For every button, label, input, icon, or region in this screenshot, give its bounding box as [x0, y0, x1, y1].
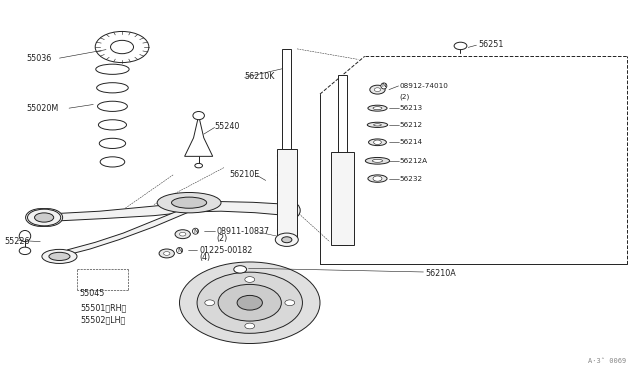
- Circle shape: [285, 300, 294, 305]
- Text: 55020M: 55020M: [26, 104, 58, 113]
- Polygon shape: [184, 116, 212, 156]
- Ellipse shape: [365, 157, 390, 164]
- Circle shape: [26, 209, 56, 227]
- Circle shape: [374, 140, 381, 144]
- Text: 56210K: 56210K: [244, 72, 275, 81]
- Ellipse shape: [373, 107, 382, 110]
- Text: (2): (2): [216, 234, 228, 243]
- FancyBboxPatch shape: [331, 152, 354, 245]
- Circle shape: [374, 88, 381, 92]
- Ellipse shape: [157, 192, 221, 213]
- Circle shape: [282, 237, 292, 243]
- Text: 08912-74010: 08912-74010: [400, 83, 449, 89]
- Text: 56214: 56214: [400, 139, 423, 145]
- Ellipse shape: [19, 247, 31, 254]
- Ellipse shape: [49, 252, 70, 260]
- Text: A·3ˆ 0069: A·3ˆ 0069: [588, 358, 627, 364]
- FancyBboxPatch shape: [338, 75, 347, 245]
- Circle shape: [159, 249, 174, 258]
- Text: 01225-00182: 01225-00182: [199, 246, 253, 255]
- Text: 56213: 56213: [400, 105, 423, 111]
- Circle shape: [370, 85, 385, 94]
- Ellipse shape: [19, 231, 31, 241]
- Text: 08911-10837: 08911-10837: [216, 227, 269, 236]
- Circle shape: [32, 209, 63, 227]
- Ellipse shape: [282, 202, 300, 219]
- Text: 55502〈LH〉: 55502〈LH〉: [81, 315, 126, 324]
- Text: 55240: 55240: [214, 122, 240, 131]
- Ellipse shape: [193, 112, 204, 120]
- Text: 56251: 56251: [478, 40, 504, 49]
- Ellipse shape: [368, 175, 387, 182]
- Text: 55501〈RH〉: 55501〈RH〉: [81, 304, 127, 313]
- Ellipse shape: [368, 105, 387, 111]
- Circle shape: [454, 42, 467, 49]
- Circle shape: [373, 176, 382, 181]
- Ellipse shape: [374, 124, 381, 126]
- Ellipse shape: [42, 249, 77, 263]
- Ellipse shape: [372, 159, 383, 162]
- Circle shape: [205, 300, 214, 305]
- Text: 56212A: 56212A: [400, 158, 428, 164]
- FancyBboxPatch shape: [276, 149, 297, 238]
- Circle shape: [197, 272, 303, 333]
- Circle shape: [179, 232, 186, 236]
- Circle shape: [164, 251, 170, 255]
- Circle shape: [218, 285, 282, 321]
- Ellipse shape: [172, 197, 207, 208]
- Circle shape: [237, 295, 262, 310]
- Ellipse shape: [369, 139, 387, 145]
- Circle shape: [195, 163, 202, 168]
- Circle shape: [234, 266, 246, 273]
- Text: 56210E: 56210E: [229, 170, 260, 179]
- Text: 56232: 56232: [400, 176, 423, 182]
- Ellipse shape: [28, 209, 61, 226]
- Ellipse shape: [35, 213, 54, 222]
- Text: (4): (4): [199, 253, 211, 262]
- Text: N: N: [381, 83, 386, 89]
- Text: 55036: 55036: [26, 54, 51, 62]
- Text: 56212: 56212: [400, 122, 423, 128]
- Text: 56210A: 56210A: [426, 269, 456, 278]
- Circle shape: [245, 277, 255, 282]
- Text: 55226: 55226: [4, 237, 29, 246]
- Circle shape: [275, 233, 298, 246]
- Text: N: N: [193, 229, 198, 234]
- Ellipse shape: [367, 122, 388, 128]
- Circle shape: [245, 323, 255, 329]
- Text: 55045: 55045: [79, 289, 104, 298]
- Text: N: N: [177, 248, 182, 253]
- Circle shape: [175, 230, 190, 238]
- Polygon shape: [52, 202, 291, 221]
- Circle shape: [179, 262, 320, 343]
- Text: (2): (2): [400, 93, 410, 100]
- Polygon shape: [61, 206, 189, 256]
- FancyBboxPatch shape: [282, 49, 291, 149]
